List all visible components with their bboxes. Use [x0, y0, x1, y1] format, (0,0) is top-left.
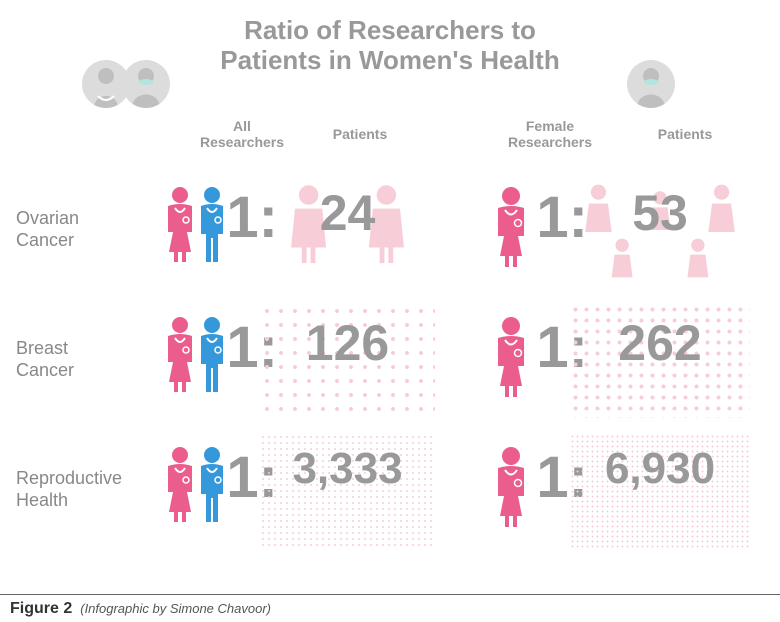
doctor-female-icon: [128, 66, 164, 108]
figure-credit: (Infographic by Simone Chavoor): [80, 601, 271, 616]
researcher-male-icon: [193, 316, 231, 394]
col-header-female-researchers: Female Researchers: [500, 118, 600, 150]
cell-patients-female: 6,930: [560, 426, 760, 556]
row-ovarian-cancer: Ovarian Cancer 1:: [0, 166, 780, 296]
row-label: Breast Cancer: [16, 338, 126, 381]
cell-patients-all: 126: [250, 296, 445, 426]
ratio-value: 53: [560, 184, 760, 242]
data-rows: Ovarian Cancer 1:: [0, 166, 780, 556]
ratio-value: 24: [250, 184, 445, 242]
cell-female-researchers: 1:: [470, 426, 560, 556]
cell-all-researchers: 1:: [155, 166, 250, 296]
researcher-male-icon: [193, 186, 231, 264]
col-header-all-researchers: All Researchers: [192, 118, 292, 150]
figure-label: Figure 2: [10, 600, 72, 618]
cell-patients-female: 53: [560, 166, 760, 296]
row-reproductive-health: Reproductive Health 1:: [0, 426, 780, 556]
ratio-value: 3,333: [250, 444, 445, 494]
cell-female-researchers: 1:: [470, 296, 560, 426]
figure-footer: Figure 2 (Infographic by Simone Chavoor): [0, 594, 780, 622]
title-line-1: Ratio of Researchers to: [0, 16, 780, 46]
researcher-female-icon: [490, 186, 532, 268]
row-breast-cancer: Breast Cancer 1:: [0, 296, 780, 426]
header-icon-female-researchers: [627, 60, 675, 113]
doctor-female-icon: [633, 66, 669, 108]
cell-all-researchers: 1:: [155, 296, 250, 426]
row-label: Reproductive Health: [16, 468, 126, 511]
cell-patients-all: 3,333: [250, 426, 445, 556]
row-label: Ovarian Cancer: [16, 208, 126, 251]
header-icon-all-researchers: [82, 60, 170, 113]
ratio-value: 262: [560, 314, 760, 372]
ratio-value: 6,930: [560, 444, 760, 494]
researcher-male-icon: [193, 446, 231, 524]
col-header-patients-left: Patients: [315, 126, 405, 142]
researcher-female-icon: [490, 316, 532, 398]
col-header-patients-right: Patients: [640, 126, 730, 142]
ratio-value: 126: [250, 314, 445, 372]
cell-patients-all: 24: [250, 166, 445, 296]
researcher-female-icon: [490, 446, 532, 528]
cell-female-researchers: 1:: [470, 166, 560, 296]
doctor-male-icon: [88, 66, 124, 108]
cell-all-researchers: 1:: [155, 426, 250, 556]
cell-patients-female: 262: [560, 296, 760, 426]
